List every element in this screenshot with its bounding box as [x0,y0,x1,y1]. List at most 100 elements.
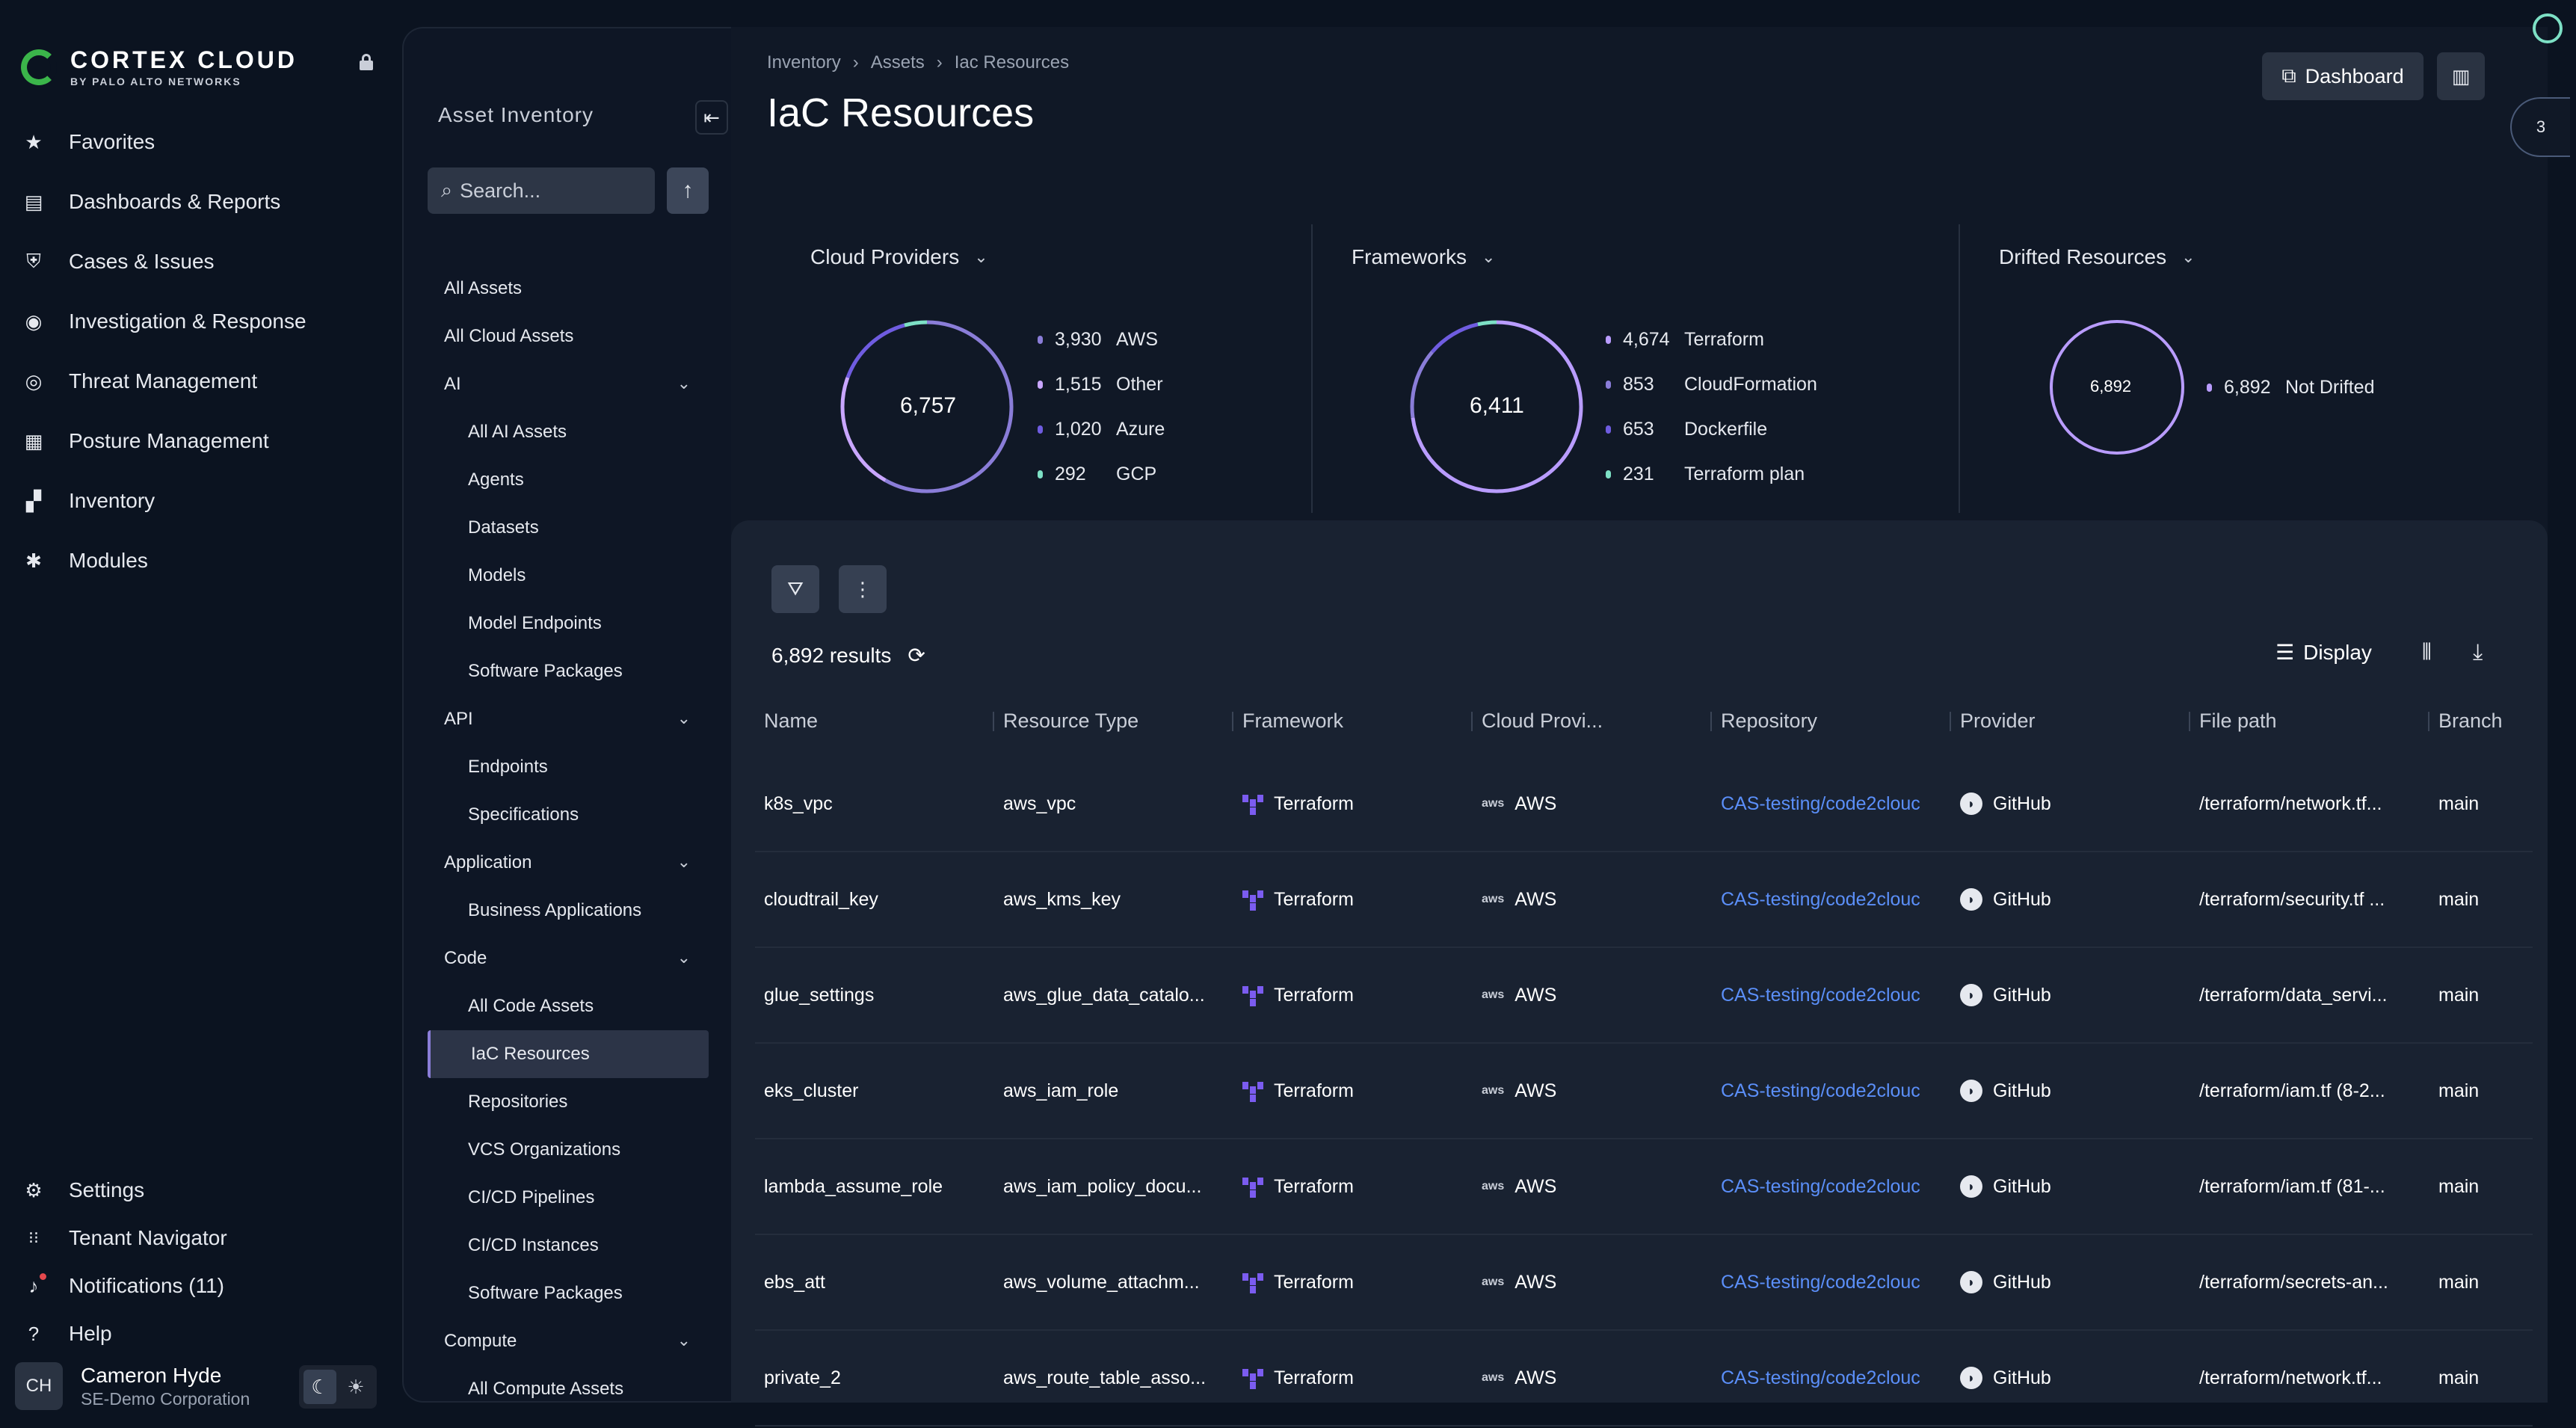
column-header-cloud-provi-[interactable]: Cloud Provi... [1473,697,1712,745]
tree-item-application[interactable]: Application ⌄ [404,839,731,887]
tree-item-model-endpoints[interactable]: Model Endpoints [404,600,731,647]
hide-chart-button[interactable]: ▥ [2437,52,2485,100]
columns-icon[interactable]: ⫴ [2422,640,2432,665]
refresh-icon[interactable]: ⟳ [908,644,925,667]
nav-item-investigation-response[interactable]: ◉ Investigation & Response [24,292,383,351]
assistant-icon[interactable] [2533,13,2563,43]
tree-item-ci-cd-instances[interactable]: CI/CD Instances [404,1222,731,1269]
legend-item-dockerfile[interactable]: 653 Dockerfile [1606,407,1817,452]
cell-repository[interactable]: CAS-testing/code2clouc [1712,1367,1951,1389]
nav-item-favorites[interactable]: ★ Favorites [24,112,383,172]
drifted-resources-title[interactable]: Drifted Resources ⌄ [1999,245,2196,269]
chevron-down-icon[interactable]: ⌄ [677,709,691,727]
cell-repository-text[interactable]: CAS-testing/code2clouc [1721,1175,1920,1197]
scroll-top-button[interactable]: ↑ [667,167,709,214]
chevron-down-icon[interactable]: ⌄ [677,374,691,393]
legend-item-not-drifted[interactable]: 6,892 Not Drifted [2207,365,2374,410]
frameworks-title[interactable]: Frameworks ⌄ [1352,245,1495,269]
tree-item-all-assets[interactable]: All Assets [404,265,731,313]
tree-item-ci-cd-pipelines[interactable]: CI/CD Pipelines [404,1174,731,1222]
tree-item-repositories[interactable]: Repositories [404,1078,731,1126]
chevron-down-icon[interactable]: ⌄ [677,1331,691,1349]
user-profile[interactable]: CH Cameron Hyde SE-Demo Corporation [15,1362,250,1410]
tree-item-iac-resources[interactable]: IaC Resources [428,1030,709,1078]
tree-item-api[interactable]: API ⌄ [404,695,731,743]
chevron-down-icon[interactable]: ⌄ [677,852,691,871]
collapse-panel-button[interactable]: ⇤ [695,100,728,135]
tree-item-all-compute-assets[interactable]: All Compute Assets [404,1365,731,1401]
donut-slice-terraform-plan[interactable] [1410,320,1583,493]
cell-repository[interactable]: CAS-testing/code2clouc [1712,1176,1951,1198]
tree-item-models[interactable]: Models [404,552,731,600]
cloud-providers-title[interactable]: Cloud Providers ⌄ [810,245,988,269]
download-icon[interactable]: ⤓ [2473,640,2483,665]
legend-item-gcp[interactable]: 292 GCP [1038,452,1165,496]
side-rail-counter[interactable]: 3 [2510,97,2570,157]
legend-item-cloudformation[interactable]: 853 CloudFormation [1606,362,1817,407]
cell-repository-text[interactable]: CAS-testing/code2clouc [1721,888,1920,910]
cell-repository-text[interactable]: CAS-testing/code2clouc [1721,793,1920,814]
legend-item-terraform-plan[interactable]: 231 Terraform plan [1606,452,1817,496]
display-button[interactable]: ☰ Display [2275,640,2372,665]
table-row[interactable]: glue_settings aws_glue_data_catalo... Terr… [755,948,2533,1044]
tree-item-agents[interactable]: Agents [404,456,731,504]
legend-item-aws[interactable]: 3,930 AWS [1038,317,1165,362]
cell-repository[interactable]: CAS-testing/code2clouc [1712,889,1951,911]
nav-item-tenant-navigator[interactable]: ⁝⁝ Tenant Navigator [24,1214,383,1262]
lock-icon[interactable] [359,54,374,70]
tree-item-datasets[interactable]: Datasets [404,504,731,552]
nav-item-posture-management[interactable]: ▦ Posture Management [24,411,383,471]
table-row[interactable]: k8s_vpc aws_vpc Terraform aws AWS CAS-testing… [755,757,2533,852]
legend-item-azure[interactable]: 1,020 Azure [1038,407,1165,452]
table-row[interactable]: lambda_assume_role aws_iam_policy_docu...… [755,1139,2533,1235]
chevron-down-icon[interactable]: ⌄ [677,948,691,967]
column-header-resource-type[interactable]: Resource Type [994,697,1233,745]
column-header-branch[interactable]: Branch [2438,709,2503,732]
cell-repository[interactable]: CAS-testing/code2clouc [1712,1272,1951,1293]
cell-repository[interactable]: CAS-testing/code2clouc [1712,985,1951,1006]
filter-button[interactable]: ⛛ [771,565,819,613]
column-header-name[interactable]: Name [755,697,994,745]
tree-item-ai[interactable]: AI ⌄ [404,360,731,408]
nav-item-cases-issues[interactable]: ⛨ Cases & Issues [24,232,383,292]
donut-slice-other[interactable] [840,320,1014,493]
legend-item-terraform[interactable]: 4,674 Terraform [1606,317,1817,362]
nav-item-modules[interactable]: ✱ Modules [24,531,383,591]
cell-repository[interactable]: CAS-testing/code2clouc [1712,1080,1951,1102]
moon-icon[interactable]: ☾ [303,1370,336,1404]
cortex-logo[interactable]: CORTEX CLOUD BY PALO ALTO NETWORKS [21,46,298,87]
dashboard-button[interactable]: ⧉ Dashboard [2262,52,2424,100]
nav-item-dashboards-reports[interactable]: ▤ Dashboards & Reports [24,172,383,232]
tree-item-compute[interactable]: Compute ⌄ [404,1317,731,1365]
table-row[interactable]: cloudtrail_key aws_kms_key Terraform aws AWS… [755,852,2533,948]
nav-item-notifications-11-[interactable]: ♪ Notifications (11) [24,1262,383,1310]
column-header-repository[interactable]: Repository [1712,697,1951,745]
cell-repository[interactable]: CAS-testing/code2clouc [1712,793,1951,815]
tree-item-business-applications[interactable]: Business Applications [404,887,731,935]
cell-repository-text[interactable]: CAS-testing/code2clouc [1721,1367,1920,1388]
column-header-framework[interactable]: Framework [1233,697,1473,745]
breadcrumb-assets[interactable]: Assets [870,52,925,73]
tree-item-software-packages[interactable]: Software Packages [404,1269,731,1317]
tree-item-all-ai-assets[interactable]: All AI Assets [404,408,731,456]
nav-item-settings[interactable]: ⚙ Settings [24,1166,383,1214]
column-header-file-path[interactable]: File path [2190,697,2429,745]
tree-item-code[interactable]: Code ⌄ [404,935,731,982]
tree-item-vcs-organizations[interactable]: VCS Organizations [404,1126,731,1174]
donut-slice-gcp[interactable] [840,320,1014,493]
cell-repository-text[interactable]: CAS-testing/code2clouc [1721,1080,1920,1101]
table-row[interactable]: private_2 aws_route_table_asso... Terrafor… [755,1331,2533,1427]
theme-toggle[interactable]: ☾ ☀ [299,1365,377,1409]
cell-repository-text[interactable]: CAS-testing/code2clouc [1721,984,1920,1006]
cell-repository-text[interactable]: CAS-testing/code2clouc [1721,1271,1920,1293]
tree-item-endpoints[interactable]: Endpoints [404,743,731,791]
donut-slice-cloudformation[interactable] [1410,320,1583,493]
nav-item-threat-management[interactable]: ◎ Threat Management [24,351,383,411]
tree-item-all-code-assets[interactable]: All Code Assets [404,982,731,1030]
legend-item-other[interactable]: 1,515 Other [1038,362,1165,407]
more-options-button[interactable]: ⋮ [839,565,887,613]
donut-slice-not-drifted[interactable] [2050,320,2184,455]
column-header-provider[interactable]: Provider [1951,697,2190,745]
nav-item-inventory[interactable]: ▞ Inventory [24,471,383,531]
table-row[interactable]: ebs_att aws_volume_attachm... Terraform aws… [755,1235,2533,1331]
